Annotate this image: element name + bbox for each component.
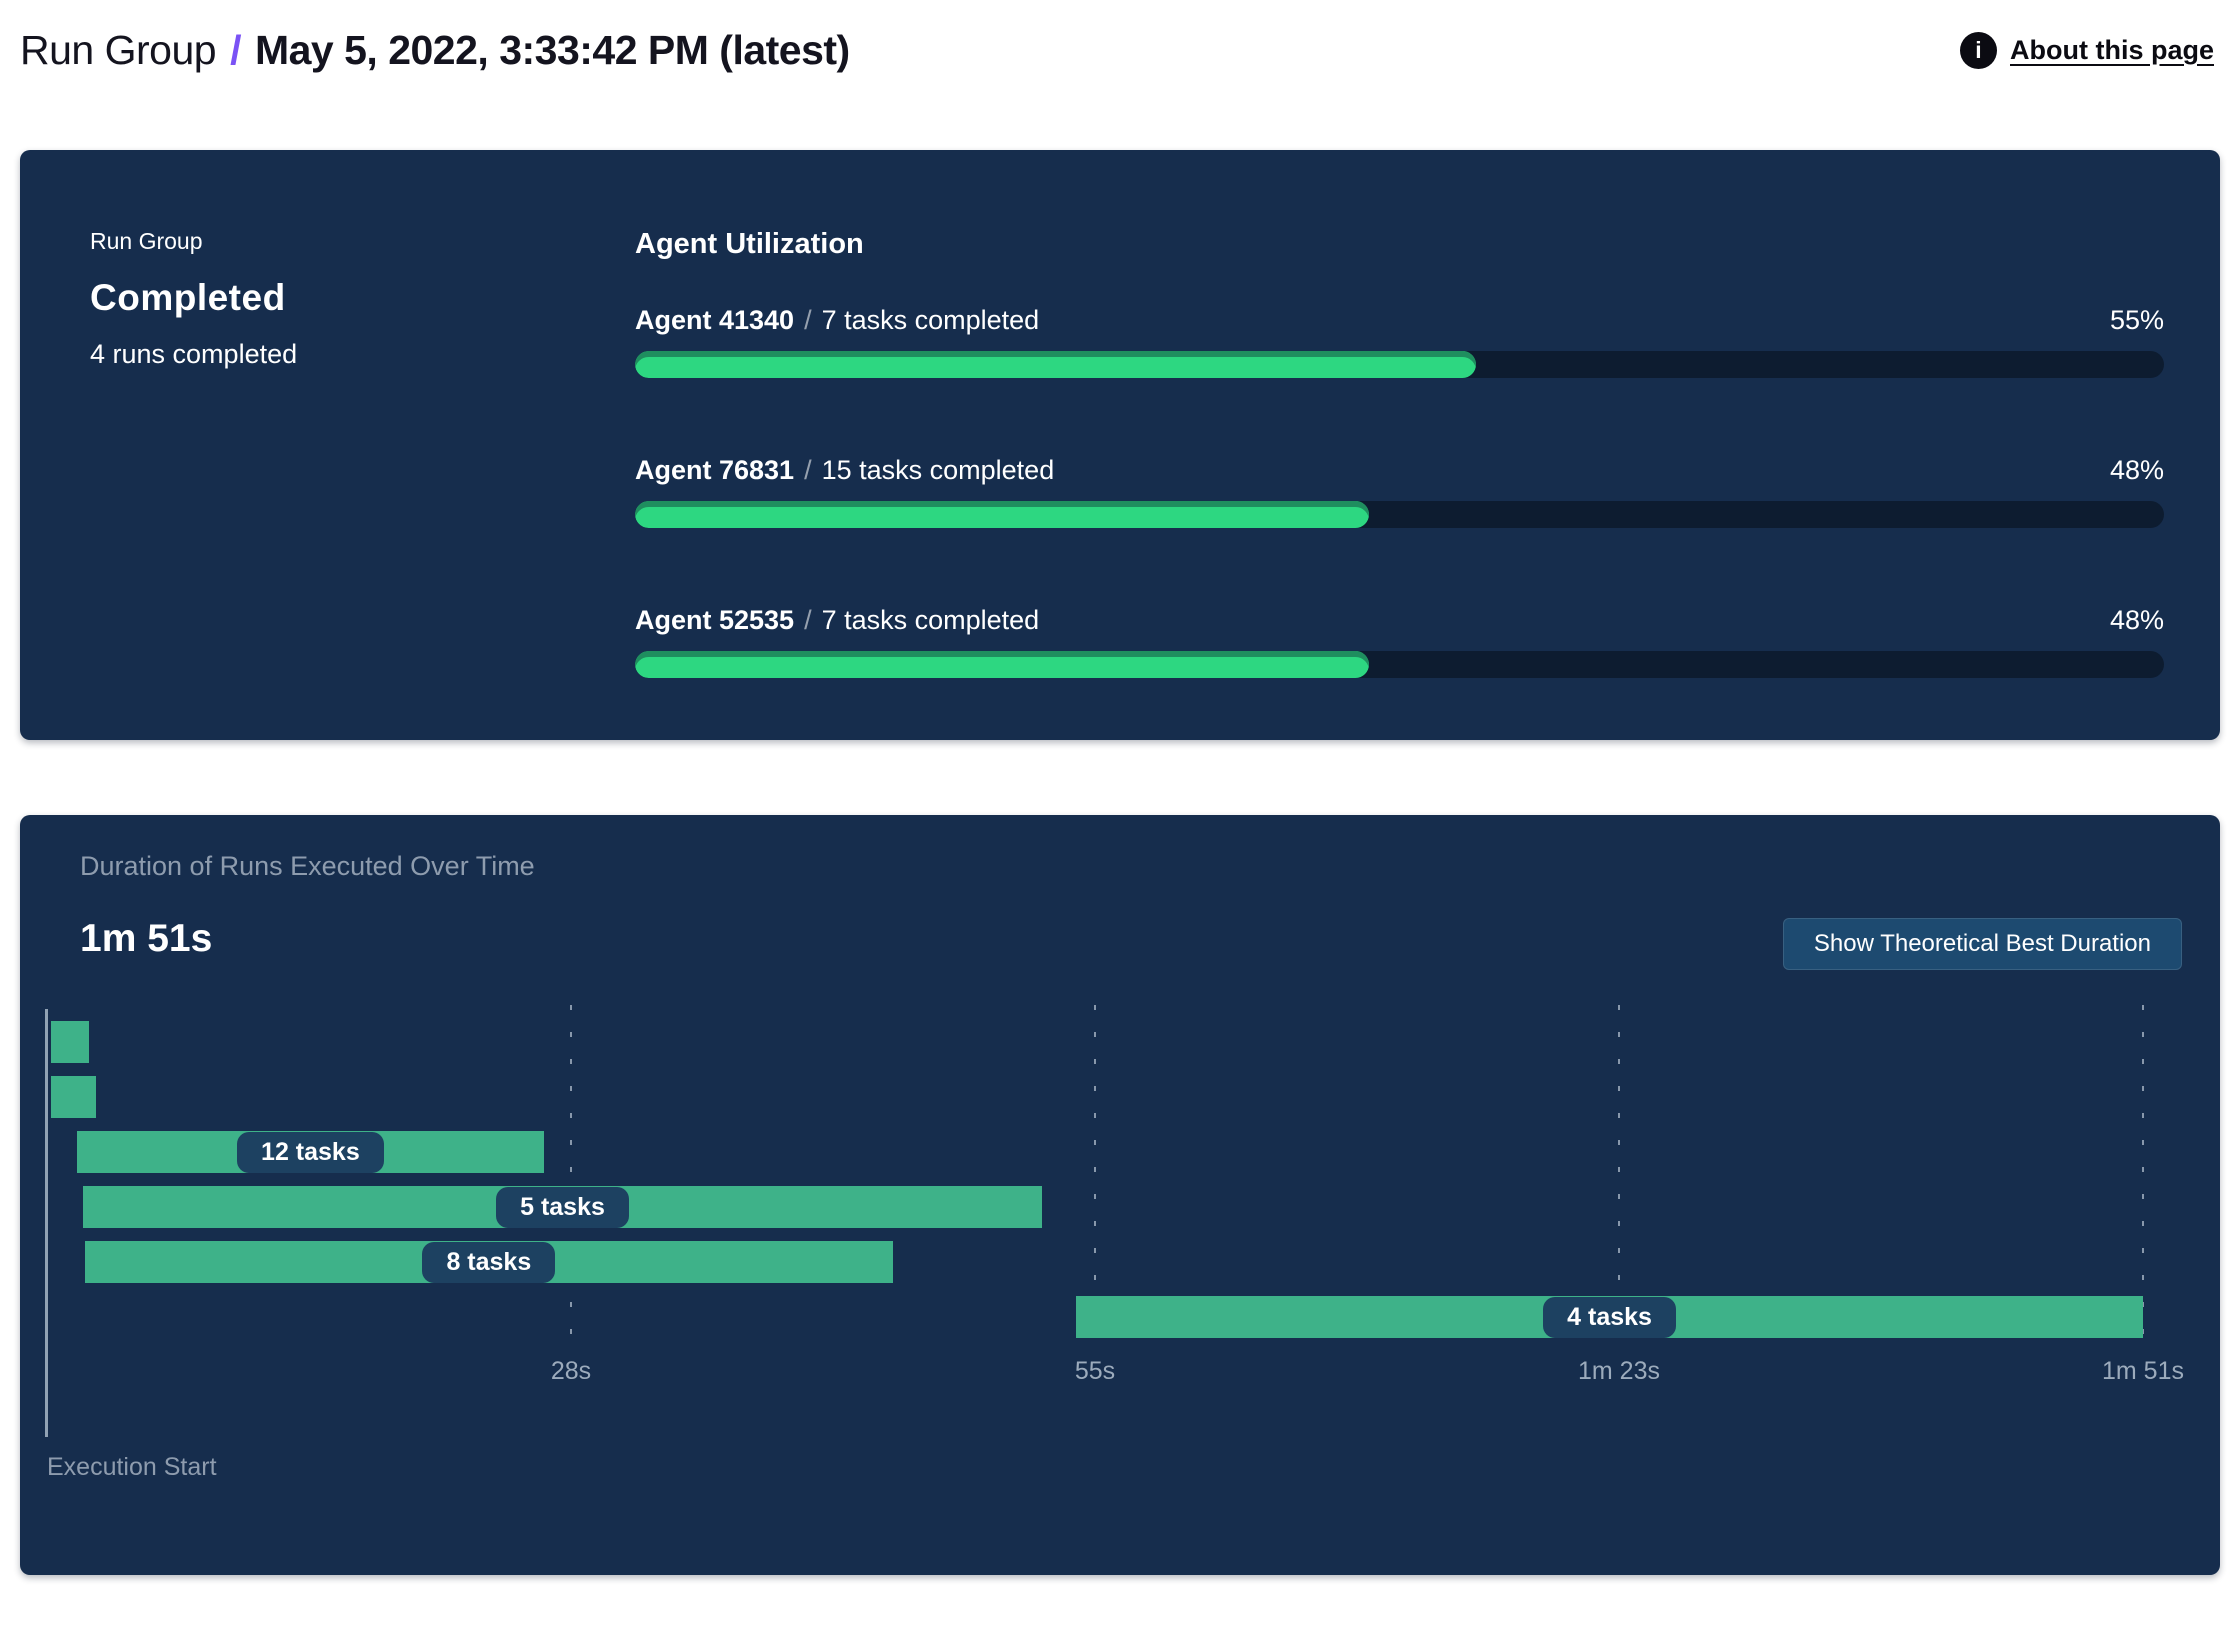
runs-completed-count: 4 runs completed	[90, 339, 298, 369]
utilization-progressbar-fill	[635, 351, 1476, 378]
run-duration-bar[interactable]: 12 tasks	[77, 1131, 544, 1173]
gridline	[2142, 1005, 2144, 1345]
agent-tasks-completed: 7 tasks completed	[821, 305, 1040, 335]
agent-utilization-row: Agent 76831 / 15 tasks completed 48%	[635, 455, 2164, 528]
run-group-summary-panel: Run Group Completed 4 runs completed Age…	[20, 150, 2220, 740]
utilization-progressbar-track	[635, 501, 2164, 528]
agent-tasks-completed: 15 tasks completed	[821, 455, 1055, 485]
run-duration-bar[interactable]: 8 tasks	[84, 1241, 893, 1283]
run-duration-bar[interactable]	[50, 1076, 97, 1118]
utilization-progressbar-track	[635, 351, 2164, 378]
agent-separator: /	[804, 455, 812, 485]
run-group-label: Run Group	[90, 228, 203, 254]
x-axis-tick-label: 28s	[550, 1357, 592, 1385]
run-duration-bar[interactable]	[50, 1021, 89, 1063]
utilization-progressbar-fill	[635, 501, 1369, 528]
agent-tasks-completed: 7 tasks completed	[821, 605, 1040, 635]
agent-utilization-section: Agent Utilization Agent 41340 / 7 tasks …	[635, 228, 2164, 740]
utilization-progressbar-track	[635, 651, 2164, 678]
gantt-chart: 12 tasks 5 tasks 8 tasks 4 tasks 28s 55s 1m 2…	[45, 1005, 2184, 1495]
utilization-progressbar-fill	[635, 651, 1369, 678]
task-count-badge: 8 tasks	[422, 1241, 556, 1283]
run-group-status-column: Run Group Completed 4 runs completed	[90, 228, 635, 740]
agent-separator: /	[804, 605, 812, 635]
agent-utilization-percent: 48%	[2109, 605, 2164, 635]
chart-title: Duration of Runs Executed Over Time	[80, 851, 535, 881]
gridline	[1094, 1005, 1096, 1345]
run-duration-bar[interactable]: 5 tasks	[82, 1186, 1043, 1228]
page-title: Run Group / May 5, 2022, 3:33:42 PM (lat…	[20, 27, 850, 74]
run-duration-bar[interactable]: 4 tasks	[1076, 1296, 2143, 1338]
agent-name: Agent 52535	[635, 605, 795, 635]
agent-utilization-percent: 48%	[2109, 455, 2164, 485]
task-count-badge: 5 tasks	[496, 1186, 629, 1228]
gridline	[1618, 1005, 1620, 1345]
agent-separator: /	[804, 305, 812, 335]
breadcrumb-run-group: Run Group	[20, 26, 217, 73]
x-axis-tick-label: 1m 51s	[2102, 1357, 2184, 1385]
show-theoretical-best-duration-button[interactable]: Show Theoretical Best Duration	[1782, 918, 2182, 970]
agent-utilization-heading: Agent Utilization	[635, 228, 864, 260]
status-badge: Completed	[90, 277, 286, 318]
task-count-badge: 4 tasks	[1543, 1296, 1676, 1338]
agent-utilization-row: Agent 41340 / 7 tasks completed 55%	[635, 305, 2164, 378]
about-this-page-label: About this page	[2010, 34, 2214, 65]
agent-name: Agent 41340	[635, 305, 795, 335]
agent-utilization-percent: 55%	[2109, 305, 2164, 335]
x-axis-tick-label: 1m 23s	[1578, 1357, 1660, 1385]
run-timestamp-title: May 5, 2022, 3:33:42 PM (latest)	[254, 26, 850, 73]
breadcrumb-separator: /	[230, 26, 241, 73]
y-axis-line	[45, 1009, 48, 1437]
about-this-page-link[interactable]: i About this page	[1960, 31, 2214, 69]
duration-chart-panel: Duration of Runs Executed Over Time 1m 5…	[20, 815, 2220, 1575]
agent-name: Agent 76831	[635, 455, 795, 485]
gridline	[570, 1005, 572, 1345]
info-icon: i	[1960, 31, 1997, 69]
execution-start-label: Execution Start	[47, 1453, 217, 1481]
task-count-badge: 12 tasks	[237, 1131, 384, 1173]
total-duration-value: 1m 51s	[80, 917, 213, 960]
agent-utilization-row: Agent 52535 / 7 tasks completed 48%	[635, 605, 2164, 678]
x-axis-tick-label: 55s	[1074, 1357, 1116, 1385]
page-header: Run Group / May 5, 2022, 3:33:42 PM (lat…	[0, 0, 2240, 90]
